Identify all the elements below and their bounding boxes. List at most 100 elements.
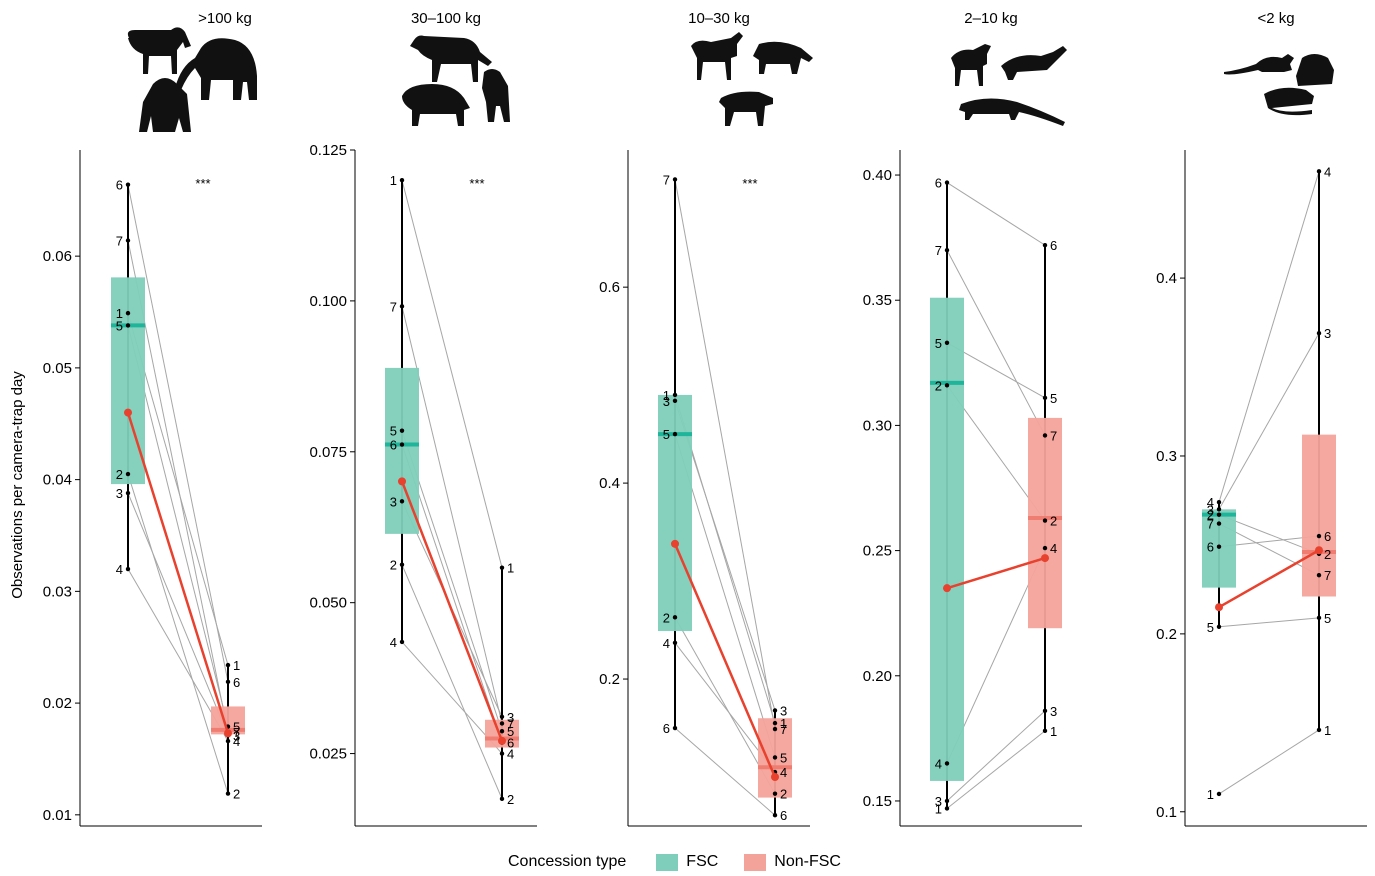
pair-line: [946, 730, 1046, 809]
buffalo-silhouette-icon: [127, 27, 191, 74]
fsc-point-label: 2: [1207, 508, 1214, 523]
nonfsc-point-label: 7: [1324, 568, 1331, 583]
fsc-data-point: [1216, 521, 1222, 526]
nonfsc-point-label: 5: [1050, 391, 1057, 406]
fsc-point-label: 7: [1207, 517, 1214, 532]
fsc-point-label: 4: [663, 636, 670, 651]
y-tick-label: 0.01: [43, 807, 72, 824]
fsc-point-label: 4: [116, 562, 123, 577]
nonfsc-data-point: [772, 720, 778, 726]
legend-item-nonfsc: Non-FSC: [744, 853, 841, 871]
y-tick-label: 0.1: [1156, 804, 1177, 821]
legend-label-fsc: FSC: [686, 853, 719, 870]
fsc-point-label: 5: [935, 336, 942, 351]
boar-silhouette-icon: [402, 84, 470, 126]
fsc-data-point: [399, 639, 405, 645]
fsc-point-label: 5: [663, 427, 670, 442]
legend-item-fsc: FSC: [656, 853, 718, 871]
nonfsc-point-label: 1: [780, 716, 787, 731]
fsc-data-point: [399, 442, 405, 447]
nonfsc-point-label: 5: [507, 724, 514, 739]
nonfsc-point-label: 3: [507, 710, 514, 725]
fsc-box: [930, 297, 964, 781]
fsc-data-point: [944, 180, 950, 185]
nonfsc-mean-point: [1315, 546, 1323, 555]
pair-line: [127, 473, 229, 794]
significance-label: ***: [195, 176, 210, 191]
fsc-data-point: [944, 383, 950, 388]
nonfsc-point-label: 4: [1324, 164, 1331, 179]
y-tick-label: 0.40: [863, 167, 892, 184]
fsc-point-label: 5: [116, 318, 123, 333]
y-tick-label: 0.100: [309, 293, 347, 310]
nonfsc-data-point: [499, 796, 505, 802]
rat-silhouette-icon: [1264, 87, 1314, 116]
y-tick-label: 0.05: [43, 360, 72, 377]
fsc-data-point: [672, 398, 678, 404]
panel-title: 10–30 kg: [688, 10, 750, 27]
pair-line: [1218, 729, 1320, 795]
nonfsc-data-point: [225, 791, 231, 796]
nonfsc-point-label: 3: [233, 728, 240, 743]
fsc-mean-point: [1215, 603, 1223, 612]
panel-4: 0.15 0.20 0.25 0.30 0.35 0.40 2–10 kg 1 2 3 4 5 6 7 1 2…: [863, 10, 1082, 827]
fsc-data-point: [1216, 507, 1222, 512]
nonfsc-data-point: [772, 791, 778, 796]
mean-line: [126, 412, 230, 734]
nonfsc-point-label: 3: [1050, 704, 1057, 719]
y-tick-label: 0.25: [863, 543, 892, 560]
fsc-data-point: [672, 177, 678, 182]
fsc-point-label: 1: [1207, 787, 1214, 802]
nonfsc-data-point: [772, 726, 778, 732]
giant-rat-silhouette-icon: [1296, 54, 1334, 86]
mean-line: [400, 480, 504, 742]
nonfsc-mean-point: [498, 736, 506, 745]
fsc-data-point: [672, 392, 678, 398]
civet-silhouette-icon: [719, 91, 773, 126]
nonfsc-point-label: 7: [507, 716, 514, 731]
nonfsc-point-label: 1: [233, 658, 240, 673]
pair-line: [946, 249, 1046, 436]
fsc-data-point: [1216, 500, 1222, 505]
genet-silhouette-icon: [1001, 46, 1067, 80]
nonfsc-point-label: 6: [780, 808, 787, 823]
nonfsc-point-label: 1: [1324, 723, 1331, 738]
tiger-silhouette-icon: [410, 35, 492, 82]
nonfsc-data-point: [225, 738, 231, 744]
fsc-mean-point: [124, 408, 132, 417]
pair-line: [401, 564, 503, 800]
pair-line: [1218, 171, 1320, 503]
fsc-data-point: [125, 182, 131, 187]
y-tick-label: 0.3: [1156, 448, 1177, 465]
fsc-point-label: 6: [390, 438, 397, 453]
fsc-point-label: 1: [663, 388, 670, 403]
nonfsc-data-point: [772, 813, 778, 818]
fsc-mean-point: [943, 584, 951, 593]
nonfsc-point-label: 5: [780, 750, 787, 765]
nonfsc-point-label: 2: [1050, 514, 1057, 529]
nonfsc-point-label: 6: [507, 736, 514, 751]
fsc-data-point: [125, 490, 131, 496]
mongoose-silhouette-icon: [959, 98, 1065, 126]
fsc-point-label: 3: [935, 794, 942, 809]
nonfsc-mean-point: [224, 729, 232, 738]
fsc-data-point: [1216, 791, 1222, 797]
nonfsc-point-label: 2: [1324, 547, 1331, 562]
fsc-data-point: [125, 471, 131, 477]
y-tick-label: 0.025: [309, 746, 347, 763]
y-tick-label: 0.35: [863, 292, 892, 309]
fsc-point-label: 5: [390, 424, 397, 439]
nonfsc-data-point: [1316, 169, 1322, 174]
fsc-point-label: 4: [1207, 495, 1214, 510]
elephant-silhouette-icon: [175, 38, 257, 100]
fsc-point-label: 1: [935, 801, 942, 816]
nonfsc-data-point: [1042, 728, 1048, 734]
mean-line: [946, 556, 1046, 590]
fsc-data-point: [1216, 544, 1222, 549]
fsc-data-point: [399, 428, 405, 433]
nonfsc-point-label: 4: [780, 765, 787, 780]
nonfsc-data-point: [499, 751, 505, 756]
y-tick-label: 0.2: [1156, 626, 1177, 643]
fsc-point-label: 7: [935, 243, 942, 258]
